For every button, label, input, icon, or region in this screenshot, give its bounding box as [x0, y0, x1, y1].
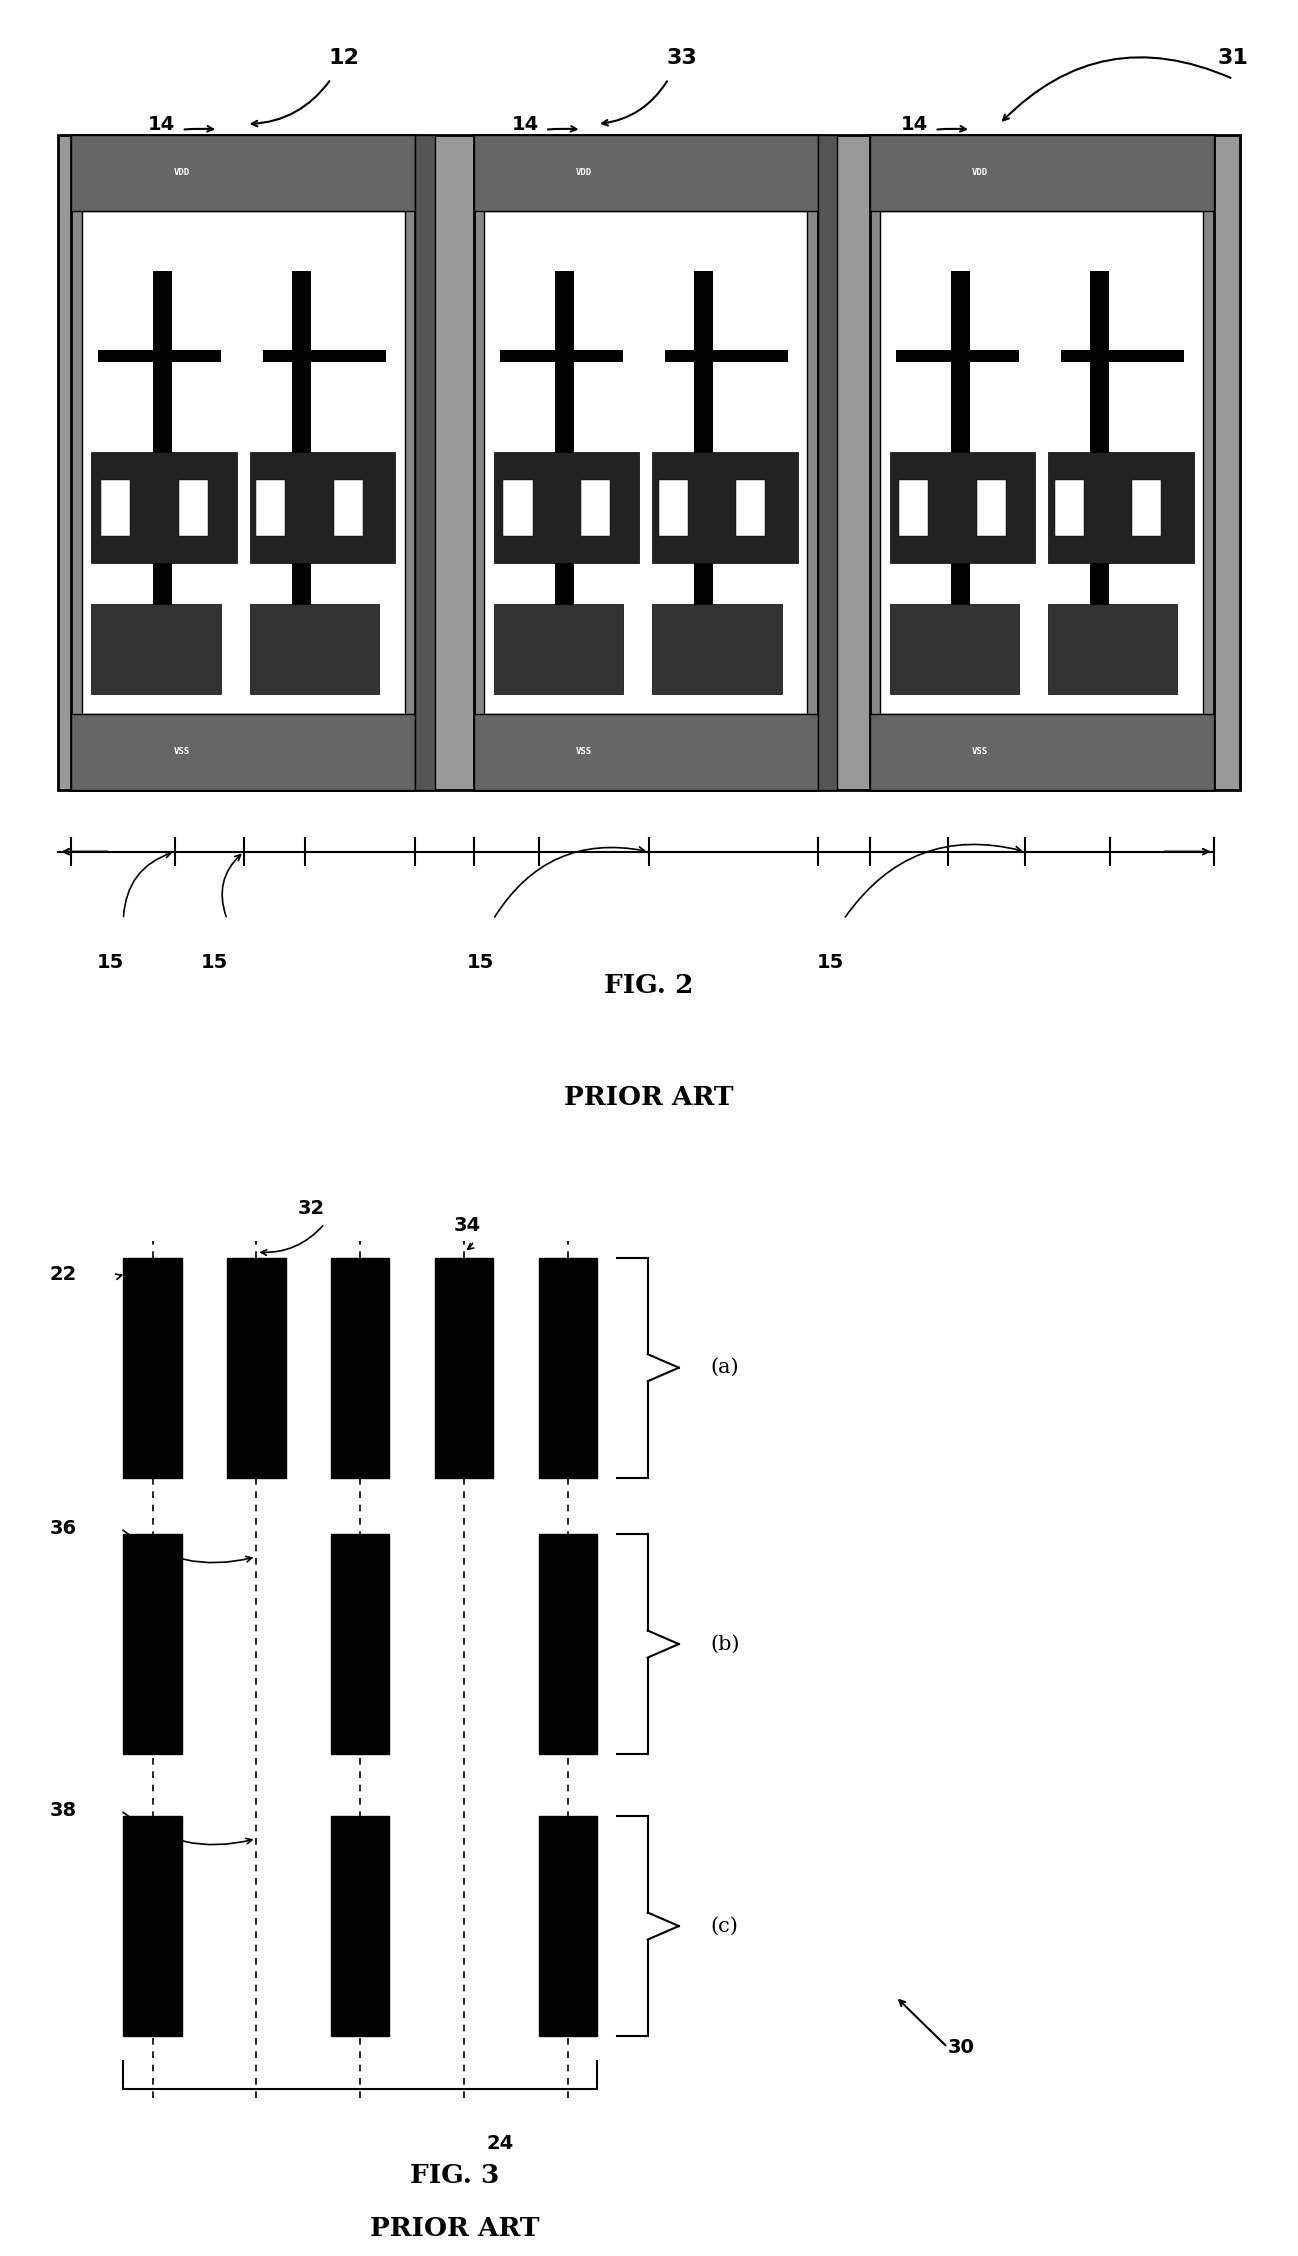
- Text: 14: 14: [901, 115, 928, 133]
- Bar: [889, 453, 1036, 564]
- Text: VSS: VSS: [174, 747, 190, 756]
- Bar: [331, 1534, 389, 1755]
- Bar: [665, 492, 788, 503]
- Bar: [331, 1259, 389, 1478]
- Bar: [1054, 481, 1084, 535]
- Bar: [1047, 605, 1177, 695]
- Text: 24: 24: [487, 2134, 514, 2152]
- Bar: [896, 492, 1019, 503]
- Bar: [71, 135, 415, 210]
- Bar: [652, 453, 798, 564]
- Bar: [97, 492, 221, 503]
- Bar: [179, 481, 208, 535]
- Bar: [262, 350, 386, 361]
- Text: VDD: VDD: [576, 169, 592, 178]
- Bar: [493, 605, 623, 695]
- Text: 32: 32: [299, 1200, 324, 1218]
- Bar: [484, 210, 807, 715]
- Bar: [71, 135, 415, 790]
- Bar: [334, 481, 363, 535]
- Text: VDD: VDD: [972, 169, 988, 178]
- Bar: [870, 715, 1214, 790]
- Text: 15: 15: [818, 954, 844, 972]
- Bar: [665, 350, 788, 361]
- Bar: [71, 715, 415, 790]
- Bar: [504, 481, 532, 535]
- Bar: [1132, 481, 1162, 535]
- Text: 14: 14: [511, 115, 539, 133]
- Bar: [249, 605, 379, 695]
- Bar: [500, 492, 623, 503]
- Text: 34: 34: [454, 1216, 480, 1236]
- Bar: [951, 271, 970, 654]
- Bar: [249, 453, 396, 564]
- Text: 33: 33: [666, 47, 697, 68]
- Bar: [474, 135, 818, 210]
- Bar: [1060, 492, 1184, 503]
- Text: 15: 15: [201, 954, 227, 972]
- Bar: [896, 350, 1019, 361]
- Bar: [91, 605, 221, 695]
- Bar: [97, 350, 221, 361]
- Text: VSS: VSS: [972, 747, 988, 756]
- Text: 15: 15: [467, 954, 493, 972]
- Bar: [658, 481, 688, 535]
- Bar: [900, 481, 928, 535]
- Bar: [818, 135, 837, 790]
- Bar: [474, 715, 818, 790]
- Bar: [262, 492, 386, 503]
- Bar: [101, 481, 130, 535]
- Bar: [889, 605, 1019, 695]
- Text: (c): (c): [710, 1918, 737, 1936]
- Text: FIG. 2: FIG. 2: [605, 972, 693, 997]
- Text: 38: 38: [49, 1800, 77, 1821]
- Text: 22: 22: [49, 1266, 77, 1284]
- Bar: [736, 481, 766, 535]
- Bar: [153, 271, 171, 654]
- Bar: [539, 1259, 597, 1478]
- Bar: [880, 210, 1203, 715]
- Bar: [870, 135, 1214, 790]
- Text: (a): (a): [710, 1358, 739, 1376]
- Text: VSS: VSS: [576, 747, 592, 756]
- Text: 15: 15: [97, 954, 123, 972]
- Bar: [870, 135, 1214, 210]
- Text: VDD: VDD: [174, 169, 190, 178]
- Text: 12: 12: [328, 47, 360, 68]
- Bar: [500, 350, 623, 361]
- Bar: [1047, 453, 1194, 564]
- Bar: [292, 271, 310, 654]
- Text: (b): (b): [710, 1636, 740, 1654]
- Text: FIG. 3: FIG. 3: [410, 2164, 498, 2188]
- Text: PRIOR ART: PRIOR ART: [370, 2215, 539, 2240]
- Bar: [539, 1534, 597, 1755]
- Bar: [652, 605, 781, 695]
- Bar: [435, 1259, 493, 1478]
- Bar: [91, 453, 238, 564]
- Bar: [256, 481, 286, 535]
- Text: 36: 36: [49, 1518, 77, 1539]
- Bar: [1090, 271, 1108, 654]
- Bar: [82, 210, 405, 715]
- Text: 30: 30: [948, 2037, 975, 2057]
- Bar: [474, 135, 818, 790]
- Bar: [331, 1816, 389, 2035]
- Bar: [123, 1816, 182, 2035]
- Bar: [123, 1259, 182, 1478]
- Text: PRIOR ART: PRIOR ART: [565, 1085, 733, 1110]
- Bar: [58, 135, 1240, 790]
- Bar: [415, 135, 435, 790]
- Bar: [539, 1816, 597, 2035]
- Bar: [227, 1259, 286, 1478]
- Bar: [123, 1534, 182, 1755]
- Bar: [556, 271, 574, 654]
- Bar: [977, 481, 1006, 535]
- Bar: [1060, 350, 1184, 361]
- Bar: [694, 271, 713, 654]
- Bar: [582, 481, 610, 535]
- Text: 14: 14: [148, 115, 175, 133]
- Bar: [493, 453, 640, 564]
- Text: 31: 31: [1218, 47, 1249, 68]
